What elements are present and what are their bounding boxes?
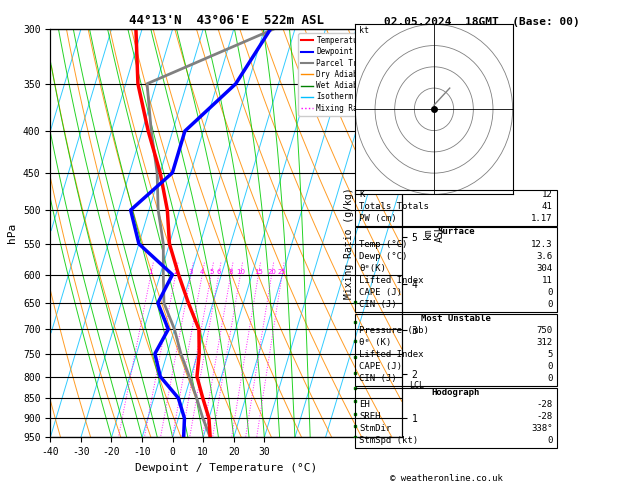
Text: Dewp (°C): Dewp (°C): [359, 252, 408, 260]
Text: 41: 41: [542, 202, 553, 211]
Text: 25: 25: [278, 269, 286, 275]
Text: 6: 6: [216, 269, 221, 275]
Text: CIN (J): CIN (J): [359, 374, 397, 383]
Text: StmDir: StmDir: [359, 424, 392, 433]
Text: CAPE (J): CAPE (J): [359, 288, 403, 297]
Text: 10: 10: [236, 269, 245, 275]
Text: StmSpd (kt): StmSpd (kt): [359, 436, 418, 445]
Text: 2: 2: [174, 269, 178, 275]
Text: 8: 8: [228, 269, 233, 275]
Text: LCL: LCL: [409, 381, 424, 390]
Text: 1.17: 1.17: [531, 214, 553, 223]
Text: 338°: 338°: [531, 424, 553, 433]
Text: 0: 0: [547, 436, 553, 445]
Text: Most Unstable: Most Unstable: [421, 313, 491, 323]
Text: Temp (°C): Temp (°C): [359, 240, 408, 248]
Text: 750: 750: [537, 326, 553, 335]
Text: Hodograph: Hodograph: [432, 388, 480, 397]
Text: 12.3: 12.3: [531, 240, 553, 248]
Text: 1: 1: [148, 269, 153, 275]
Y-axis label: hPa: hPa: [8, 223, 18, 243]
Text: 5: 5: [547, 350, 553, 359]
Bar: [355, 190, 557, 226]
Text: 02.05.2024  18GMT  (Base: 00): 02.05.2024 18GMT (Base: 00): [384, 17, 579, 27]
Bar: [355, 227, 557, 312]
Text: 3.6: 3.6: [537, 252, 553, 260]
Text: θᵉ(K): θᵉ(K): [359, 264, 386, 273]
Text: 15: 15: [254, 269, 263, 275]
Title: 44°13'N  43°06'E  522m ASL: 44°13'N 43°06'E 522m ASL: [128, 14, 324, 27]
Text: 20: 20: [267, 269, 276, 275]
Text: Totals Totals: Totals Totals: [359, 202, 429, 211]
Text: 5: 5: [209, 269, 213, 275]
Text: Mixing Ratio (g/kg): Mixing Ratio (g/kg): [344, 187, 354, 299]
Text: 312: 312: [537, 338, 553, 347]
Text: Surface: Surface: [437, 227, 475, 236]
Text: θᵉ (K): θᵉ (K): [359, 338, 392, 347]
Text: CAPE (J): CAPE (J): [359, 362, 403, 371]
Text: -28: -28: [537, 400, 553, 409]
Text: K: K: [359, 190, 365, 199]
Text: kt: kt: [359, 26, 369, 35]
Text: -28: -28: [537, 412, 553, 421]
Text: Lifted Index: Lifted Index: [359, 350, 424, 359]
Text: SREH: SREH: [359, 412, 381, 421]
Text: 0: 0: [547, 374, 553, 383]
Text: 11: 11: [542, 276, 553, 285]
Text: 0: 0: [547, 288, 553, 297]
Bar: [355, 313, 557, 386]
Text: PW (cm): PW (cm): [359, 214, 397, 223]
Text: CIN (J): CIN (J): [359, 300, 397, 309]
Text: Pressure (mb): Pressure (mb): [359, 326, 429, 335]
Text: 12: 12: [542, 190, 553, 199]
Text: 304: 304: [537, 264, 553, 273]
Text: 4: 4: [200, 269, 204, 275]
Text: Lifted Index: Lifted Index: [359, 276, 424, 285]
X-axis label: Dewpoint / Temperature (°C): Dewpoint / Temperature (°C): [135, 463, 317, 473]
Text: 0: 0: [547, 362, 553, 371]
Text: © weatheronline.co.uk: © weatheronline.co.uk: [390, 474, 503, 483]
Bar: [355, 388, 557, 448]
Text: 3: 3: [189, 269, 193, 275]
Y-axis label: km
ASL: km ASL: [423, 225, 445, 242]
Text: 0: 0: [547, 300, 553, 309]
Text: EH: EH: [359, 400, 370, 409]
Legend: Temperature, Dewpoint, Parcel Trajectory, Dry Adiabat, Wet Adiabat, Isotherm, Mi: Temperature, Dewpoint, Parcel Trajectory…: [298, 33, 398, 116]
